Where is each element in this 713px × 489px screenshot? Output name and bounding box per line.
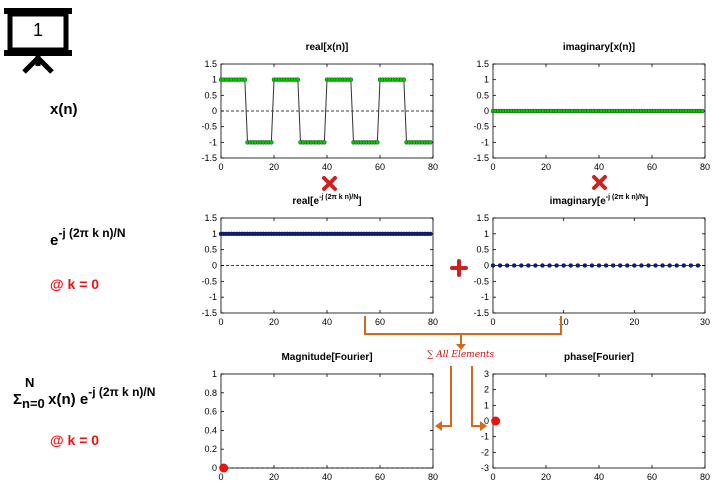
data-point [348, 77, 354, 82]
kernel-k-label: @ k = 0 [50, 276, 100, 292]
y-tick-label: -1.5 [201, 153, 217, 163]
data-point [428, 140, 433, 145]
sum-k-label: @ k = 0 [50, 432, 100, 448]
y-tick-label: 0 [212, 106, 217, 116]
x-tick-label: 60 [375, 162, 385, 172]
y-tick-label: 1 [212, 75, 217, 85]
xn-label: x(n) [50, 101, 78, 118]
sum-upper-limit: N [25, 375, 35, 390]
data-point [295, 77, 301, 82]
y-tick-label: -0.5 [201, 122, 217, 132]
x-tick-label: 20 [269, 162, 279, 172]
sigma-symbol: Σ [13, 391, 23, 408]
y-tick-label: 1.5 [204, 59, 217, 69]
data-point [322, 140, 327, 145]
sum-lower-limit: n=0 [22, 396, 45, 411]
sum-all-elements-label: ∑ All Elements [427, 350, 495, 360]
chart-title-main: real[x(n)] [306, 42, 349, 53]
y-tick-label: 0.5 [204, 90, 217, 100]
y-tick-label: -1 [209, 137, 217, 147]
x-tick-label: 40 [322, 162, 332, 172]
data-point [375, 140, 380, 145]
x-tick-label: 80 [428, 162, 438, 172]
data-point [401, 77, 407, 82]
kernel-label: e-j (2π k n)/N [50, 226, 126, 249]
slide-number: 1 [32, 20, 43, 40]
dft-sum-label: Σ N n=0 x(n) e-j (2π k n)/N [13, 375, 156, 411]
sum-limits: N n=0 [22, 375, 45, 411]
kernel-exponent: -j (2π k n)/N [58, 226, 126, 240]
sum-body: x(n) e [44, 391, 89, 408]
kernel-base: e [50, 232, 59, 249]
chart-title: real[x(n)] [306, 42, 349, 53]
data-point [269, 140, 274, 145]
data-point [242, 77, 248, 82]
x-tick-label: 0 [218, 162, 223, 172]
sum-exponent: -j (2π k n)/N [88, 385, 156, 399]
presentation-board-icon [4, 8, 72, 74]
slide-number-badge: 1 [2, 2, 74, 74]
